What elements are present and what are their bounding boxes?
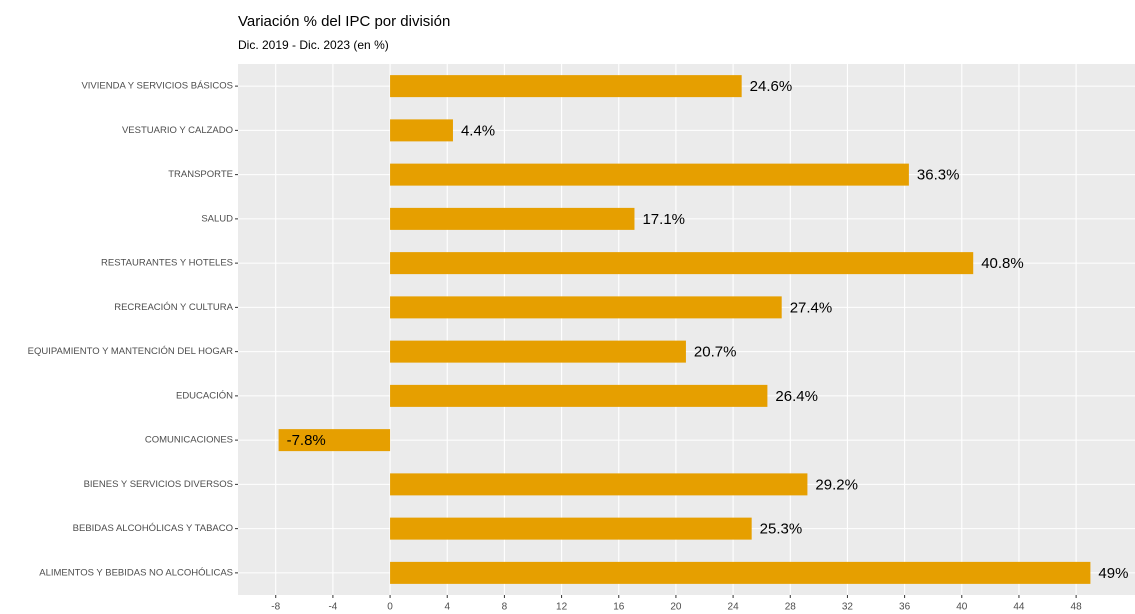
value-label: 20.7% (694, 344, 737, 361)
x-tick-label: 16 (613, 602, 625, 613)
x-tick-label: 28 (785, 602, 797, 613)
value-label: 26.4% (775, 388, 818, 405)
x-tick-label: 12 (556, 602, 568, 613)
bar (390, 517, 752, 540)
x-tick-label: 32 (842, 602, 854, 613)
value-label: -7.8% (287, 432, 326, 449)
bar (390, 75, 742, 98)
x-tick-label: 8 (502, 602, 508, 613)
x-tick-label: 36 (899, 602, 911, 613)
bar (278, 429, 391, 452)
value-label: 49% (1098, 565, 1128, 582)
y-tick-label: BEBIDAS ALCOHÓLICAS Y TABACO (73, 523, 233, 534)
y-tick-label: VIVIENDA Y SERVICIOS BÁSICOS (81, 81, 233, 92)
bar (390, 296, 782, 319)
bar (390, 384, 768, 407)
x-tick-label: -4 (328, 602, 337, 613)
value-label: 24.6% (750, 78, 793, 95)
value-label: 40.8% (981, 255, 1024, 272)
value-label: 25.3% (760, 521, 803, 538)
x-tick-label: 0 (387, 602, 393, 613)
x-tick-label: 40 (956, 602, 968, 613)
x-tick-label: 4 (444, 602, 450, 613)
value-label: 36.3% (917, 167, 960, 184)
y-tick-label: RESTAURANTES Y HOTELES (101, 258, 233, 269)
y-tick-label: EQUIPAMIENTO Y MANTENCIÓN DEL HOGAR (28, 346, 233, 357)
x-tick-label: 48 (1071, 602, 1083, 613)
y-tick-label: TRANSPORTE (168, 169, 233, 180)
value-label: 27.4% (790, 299, 833, 316)
y-tick-label: RECREACIÓN Y CULTURA (114, 302, 233, 313)
bar (390, 340, 686, 363)
chart-title: Variación % del IPC por división (238, 13, 450, 30)
bar (390, 207, 635, 230)
bar (390, 252, 974, 275)
y-tick-label: ALIMENTOS Y BEBIDAS NO ALCOHÓLICAS (39, 567, 233, 578)
y-tick-label: EDUCACIÓN (176, 390, 233, 401)
panel (238, 64, 1135, 595)
bar (390, 119, 453, 142)
y-tick-label: COMUNICACIONES (145, 435, 233, 446)
bar (390, 561, 1091, 584)
value-label: 29.2% (815, 476, 858, 493)
y-tick-label: VESTUARIO Y CALZADO (122, 125, 233, 136)
x-tick-label: 24 (728, 602, 740, 613)
value-label: 4.4% (461, 122, 495, 139)
bar (390, 473, 808, 496)
x-tick-label: 44 (1013, 602, 1025, 613)
x-tick-label: -8 (271, 602, 280, 613)
bar (390, 163, 909, 186)
x-tick-label: 20 (670, 602, 682, 613)
y-tick-label: BIENES Y SERVICIOS DIVERSOS (84, 479, 233, 490)
value-label: 17.1% (642, 211, 685, 228)
chart-subtitle: Dic. 2019 - Dic. 2023 (en %) (238, 38, 389, 52)
y-tick-label: SALUD (201, 213, 233, 224)
